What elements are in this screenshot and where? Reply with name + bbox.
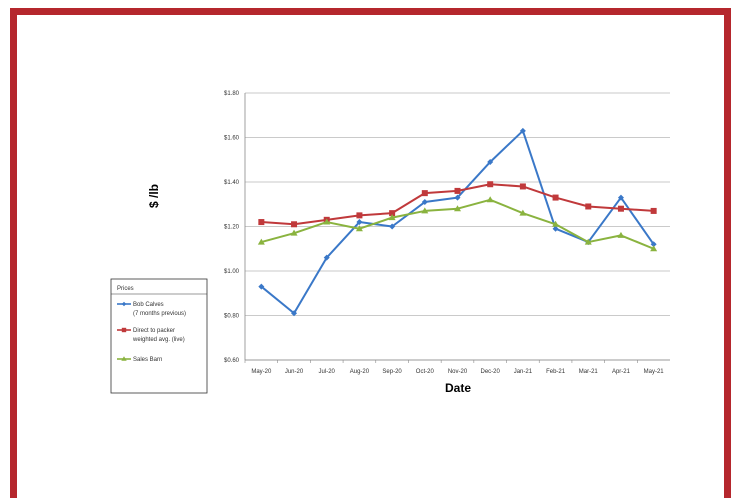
data-point [487, 158, 494, 165]
data-point [487, 181, 494, 188]
data-point [258, 219, 265, 226]
data-point [355, 225, 363, 232]
y-tick-label: $1.40 [224, 180, 240, 186]
data-point [258, 283, 265, 290]
data-point [584, 238, 592, 245]
data-point [486, 196, 494, 203]
x-axis-label: Date [445, 381, 471, 395]
x-tick-label: May-20 [251, 369, 272, 375]
data-point [257, 238, 265, 245]
x-tick-label: Jan-21 [514, 369, 533, 375]
x-tick-label: Dec-20 [481, 369, 501, 375]
data-point [552, 194, 559, 201]
legend-swatch-marker [121, 301, 127, 307]
y-axis-label: $ /lb [147, 184, 161, 208]
legend: Prices Bob Calves (7 months previous) Direc… [110, 278, 208, 394]
x-tick-label: Jun-20 [285, 369, 304, 375]
data-point [617, 231, 625, 238]
x-tick-label: Feb-21 [546, 369, 566, 375]
x-tick-label: Apr-21 [612, 369, 631, 375]
data-point [552, 220, 560, 227]
series-line [260, 129, 655, 315]
data-point [519, 127, 526, 134]
top-band [0, 0, 735, 8]
series-group [257, 127, 658, 317]
x-axis-ticks: May-20 Jun-20 Jul-20 Aug-20 Sep-20 Oct-20 Nov-… [244, 360, 665, 375]
line-chart: $0.60 $0.80 $1.00 $1.20 $1.40 $1.60 $1.80 May-… [110, 91, 670, 395]
data-point [291, 221, 298, 228]
legend-label: (7 months previous) [133, 311, 186, 317]
x-tick-label: Jul-20 [319, 369, 336, 375]
data-point [389, 210, 396, 217]
legend-label: Direct to packer [133, 328, 175, 334]
data-point [454, 187, 461, 194]
x-tick-label: Mar-21 [579, 369, 599, 375]
data-point [519, 183, 526, 190]
data-point [291, 310, 298, 317]
legend-label: Bob Calves [133, 302, 164, 308]
y-tick-label: $1.00 [224, 269, 240, 275]
gridlines [245, 92, 670, 361]
data-point [389, 223, 396, 230]
data-point [617, 194, 624, 201]
x-tick-label: Oct-20 [416, 369, 435, 375]
data-point [519, 209, 527, 216]
legend-title: Prices [117, 286, 134, 292]
data-point [650, 245, 658, 252]
data-point [356, 212, 363, 219]
x-tick-label: May-21 [644, 369, 665, 375]
x-tick-label: Nov-20 [448, 369, 468, 375]
legend-label: Sales Barn [133, 357, 162, 363]
plot-area [244, 93, 670, 361]
legend-box [110, 278, 208, 394]
x-tick-label: Aug-20 [350, 369, 370, 375]
data-point [454, 205, 461, 212]
data-point [388, 214, 396, 221]
legend-swatch-marker [121, 356, 127, 361]
data-point [421, 190, 428, 197]
data-point [421, 207, 429, 214]
data-point [585, 203, 592, 210]
data-point [421, 199, 428, 206]
y-tick-label: $0.60 [224, 358, 240, 364]
data-point [650, 241, 657, 248]
data-point [617, 205, 624, 212]
data-point [650, 207, 657, 214]
data-point [356, 219, 363, 226]
data-point [323, 254, 330, 261]
legend-swatch-marker [121, 327, 127, 333]
legend-label: weighted avg. (live) [132, 337, 185, 343]
x-tick-label: Sep-20 [382, 369, 402, 375]
data-point [552, 225, 559, 232]
y-tick-label: $0.80 [224, 314, 240, 320]
data-point [323, 218, 331, 225]
y-tick-label: $1.20 [224, 225, 240, 231]
y-tick-label: $1.60 [224, 136, 240, 142]
data-point [290, 229, 298, 236]
y-tick-label: $1.80 [224, 91, 240, 97]
page-frame [10, 8, 731, 498]
y-axis-ticks: $0.60 $0.80 $1.00 $1.20 $1.40 $1.60 $1.80 [224, 91, 240, 364]
data-point [454, 194, 461, 201]
